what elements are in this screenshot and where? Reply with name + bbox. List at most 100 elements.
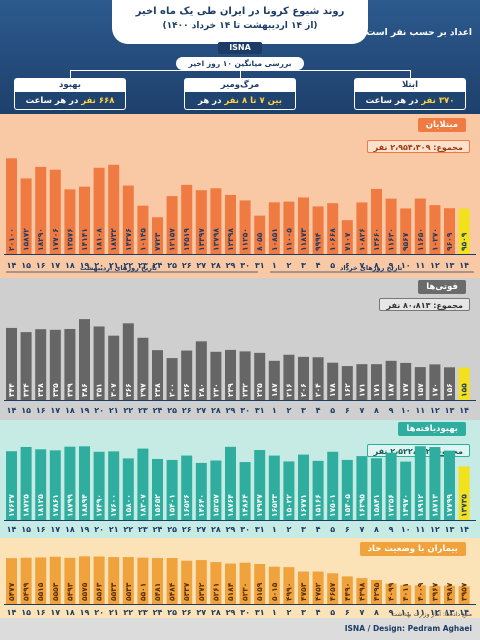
bar	[371, 458, 382, 520]
data-label: ۱۰۶۶۸	[328, 228, 337, 251]
deaths-section: فوتی‌ها مجموع: ۸۰،۸۱۳ نفر ۳۴۴ ۱۴ ۳۲۴ ۱۵ ۳۳۸ ۱…	[0, 278, 480, 420]
bar	[429, 586, 441, 604]
stat-card-cases: ابتلا ۳۷۰ نفر در هر ساعت	[354, 78, 466, 112]
tick-label: ۱۴	[459, 525, 469, 534]
data-label: ۱۸۲۹۰	[36, 228, 45, 251]
tick-label: ۲۹	[226, 261, 236, 270]
tick-label: ۱۶	[36, 406, 46, 415]
data-label: ۱۰۸۲۶	[357, 228, 366, 251]
bar	[356, 202, 368, 254]
bar	[181, 184, 193, 254]
tick-label: ۲۸	[211, 406, 221, 415]
bar	[458, 367, 470, 400]
data-label: ۳۰۷	[109, 383, 118, 397]
tick-label: ۲۴	[153, 525, 163, 534]
tick-label: ۳۱	[255, 261, 265, 270]
data-label: ۱۱۶۵۰	[416, 228, 425, 251]
bar	[79, 446, 90, 520]
tick-label: ۲۱	[109, 406, 119, 415]
bar	[108, 557, 120, 604]
bar	[414, 198, 426, 254]
data-label: ۱۷۷۰۶	[51, 228, 60, 251]
data-label: ۲۳۲	[241, 383, 250, 397]
tick-label: ۲۸	[211, 525, 221, 534]
bar	[166, 459, 178, 520]
tick-label: ۲	[286, 608, 291, 617]
tick-label: ۱۱	[415, 525, 425, 534]
bar	[49, 329, 61, 400]
data-label: ۱۷۰	[430, 383, 439, 397]
stat-value: بین ۷ تا ۸ نفر در هر ساعت	[184, 92, 296, 124]
tick-label: ۲۹	[226, 525, 236, 534]
bar	[268, 360, 280, 400]
stat-value: ۶۶۸ نفر در هر ساعت	[14, 92, 126, 110]
bar	[166, 358, 178, 400]
tick-label: ۲۳	[138, 608, 148, 617]
tick-label: ۲۰	[94, 406, 104, 415]
data-label: ۴۷۵۳	[299, 582, 308, 601]
data-label: ۱۸۳۰۷	[138, 494, 147, 517]
tick-label: ۲۷	[196, 608, 206, 617]
bar	[239, 562, 251, 604]
bar	[225, 563, 236, 604]
bar	[356, 364, 368, 400]
data-label: ۱۶۵۲۶	[182, 494, 191, 517]
bar	[254, 564, 266, 604]
connector-line	[70, 70, 71, 78]
bar	[400, 208, 412, 254]
bar	[137, 557, 149, 604]
bar	[64, 189, 76, 254]
recovered-section: بهبودیافته‌ها مجموع: ۲،۵۲۲،۷۰۲ نفر ۱۷۶۳۷…	[0, 420, 480, 538]
tick-label: ۲۲	[123, 261, 133, 270]
brand-tag: ISNA	[218, 42, 262, 54]
data-label: ۲۱۶	[284, 383, 293, 397]
bar	[35, 557, 47, 604]
bar	[64, 557, 76, 604]
data-label: ۳۶۶	[124, 383, 133, 397]
bar	[298, 571, 309, 604]
data-label: ۱۷۶۳۷	[7, 494, 16, 517]
bar	[371, 188, 382, 254]
data-label: ۵۵۵۳	[51, 582, 60, 601]
tick-label: ۲۳	[138, 261, 148, 270]
bar	[371, 580, 382, 604]
tick-label: ۲۶	[182, 608, 192, 617]
bar	[152, 217, 163, 254]
data-label: ۱۱۶۳۰	[387, 228, 396, 251]
data-label: ۵۵۱۵	[36, 582, 45, 601]
tick-label: ۲۲	[123, 525, 133, 534]
bar	[268, 202, 280, 254]
bar	[195, 462, 207, 520]
data-label: ۱۸۷۳۲	[109, 228, 118, 251]
tick-label: ۲۳	[138, 525, 148, 534]
data-label: ۵۵۰۱	[138, 583, 147, 601]
bar	[166, 196, 178, 254]
tick-label: ۱۴	[459, 406, 469, 415]
data-label: ۱۷۹۴۷	[255, 494, 264, 517]
bar	[122, 185, 134, 254]
tick-label: ۱۳	[445, 261, 455, 270]
data-label: ۵۴۷۷	[7, 582, 16, 601]
data-label: ۳۳۹	[65, 383, 74, 397]
bar	[181, 560, 193, 604]
tick-label: ۲۱	[109, 261, 119, 270]
tick-label: ۲	[286, 406, 291, 415]
tick-label: ۲۶	[182, 525, 192, 534]
data-label: ۱۸۱۰۸	[95, 228, 104, 251]
data-label: ۱۶۵۲۳	[270, 494, 279, 517]
data-label: ۱۰۱۴۵	[138, 228, 147, 251]
connector-line	[70, 70, 410, 71]
section-total: مجموع: ۲،۹۵۴،۳۰۹ نفر	[366, 140, 470, 153]
tick-label: ۱۲	[430, 525, 440, 534]
data-label: ۲۳۶	[182, 383, 191, 397]
tick-label: ۲۷	[196, 406, 206, 415]
data-label: ۸۰۵۵	[255, 232, 264, 251]
bar	[385, 583, 397, 604]
average-pill: بررسی میانگین ۱۰ روز اخیر	[176, 57, 304, 70]
bar	[341, 576, 353, 604]
tick-label: ۳۰	[240, 525, 250, 534]
tick-label: ۵	[330, 525, 335, 534]
data-label: ۱۳۷۹۸	[211, 228, 220, 251]
bar	[210, 460, 222, 520]
tick-label: ۶	[345, 525, 350, 534]
